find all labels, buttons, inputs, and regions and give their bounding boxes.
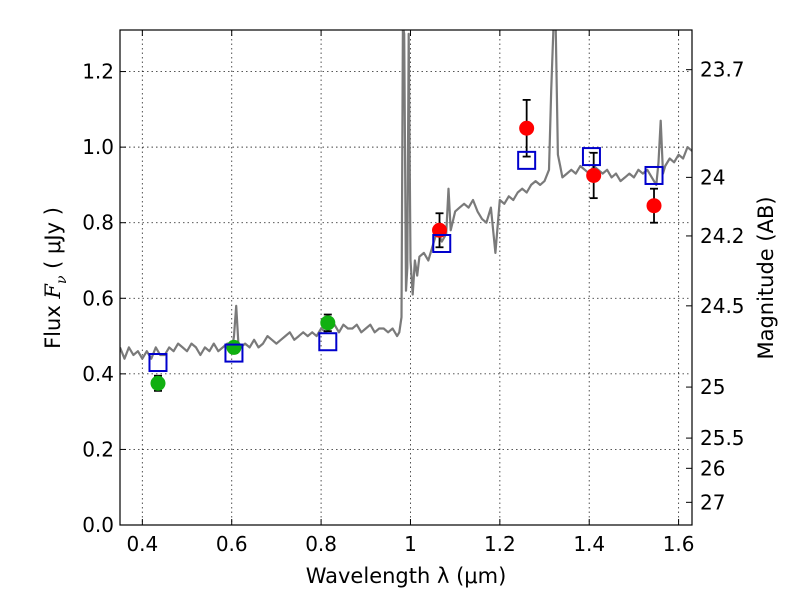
y2-tick-label: 25 (700, 375, 725, 399)
spectrum-layer (120, 30, 692, 360)
model-flux-square (517, 150, 537, 170)
model-flux-square (644, 165, 664, 185)
model-flux-square (581, 147, 601, 167)
y-axis-label: Flux Fν ( μJy ) (41, 207, 70, 349)
y-tick-label: 0.4 (82, 362, 114, 386)
photometry-point (320, 315, 336, 331)
y-axis-label-units: ( μJy ) (41, 207, 65, 275)
photometry-point (519, 120, 535, 136)
x-tick-label: 0.6 (216, 532, 248, 556)
y-tick-label: 0.8 (82, 211, 114, 235)
x-tick-label: 1.6 (663, 532, 695, 556)
y2-tick-label: 25.5 (700, 426, 745, 450)
y-tick-labels: 0.0 0.2 0.4 0.6 0.8 1.0 1.2 (82, 60, 114, 537)
photometry-layer (148, 99, 664, 392)
y2-tick-labels: 23.7 24 24.2 24.5 25 25.5 26 27 (700, 58, 745, 515)
y2-tick-label: 24.2 (700, 224, 745, 248)
y-axis-label-symbol: F (41, 283, 65, 300)
photometry-point (586, 167, 602, 183)
photometry-point (226, 339, 242, 355)
model-flux-square (224, 343, 244, 363)
x-tick-label: 0.8 (305, 532, 337, 556)
y2-tick-label: 23.7 (700, 58, 745, 82)
y-tick-label: 0.6 (82, 286, 114, 310)
grid-lines (120, 30, 692, 526)
y2-tick-label: 24.5 (700, 294, 745, 318)
photometry-point (150, 375, 166, 391)
y2-axis-label: Magnitude (AB) (754, 196, 778, 359)
model-flux-square (432, 233, 452, 253)
y-tick-label: 1.0 (82, 135, 114, 159)
y-tick-label: 1.2 (82, 60, 114, 84)
y-tick-label: 0.2 (82, 437, 114, 461)
model-flux-square (318, 332, 338, 352)
y2-tick-label: 24 (700, 165, 725, 189)
y2-tick-label: 26 (700, 456, 725, 480)
y-tick-label: 0.0 (82, 513, 114, 537)
x-tick-label: 1 (404, 532, 417, 556)
photometry-point (646, 198, 662, 214)
x-tick-label: 1.2 (484, 532, 516, 556)
x-tick-labels: 0.4 0.6 0.8 1 1.2 1.4 1.6 (126, 532, 694, 556)
plot-frame (119, 29, 693, 526)
y-axis-label-subscript: ν (54, 275, 70, 284)
y-axis-label-prefix: Flux (41, 299, 65, 349)
y2-tick-label: 27 (700, 490, 725, 514)
model-spectrum-line (120, 30, 692, 360)
x-tick-label: 0.4 (126, 532, 158, 556)
axis-ticks (120, 30, 692, 526)
x-tick-label: 1.4 (573, 532, 605, 556)
x-axis-label: Wavelength λ (μm) (306, 564, 507, 588)
model-flux-square (148, 353, 168, 373)
